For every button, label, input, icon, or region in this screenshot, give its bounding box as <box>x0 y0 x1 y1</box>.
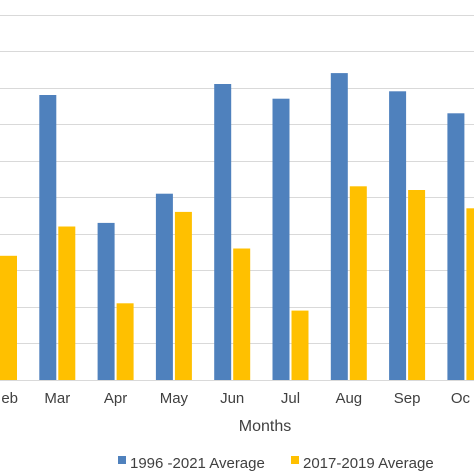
x-axis-title: Months <box>239 418 291 435</box>
legend-swatch-2017-2019 <box>291 456 299 464</box>
x-tick-label: eb <box>1 390 18 407</box>
bar-1996-2021-apr <box>97 222 115 380</box>
bar-2017-2019-mar <box>58 226 76 380</box>
bar-2017-2019-feb <box>0 255 17 380</box>
bar-2017-2019-apr <box>116 303 134 380</box>
x-tick-labels: eb Mar Apr May Jun Jul Aug Sep Oc <box>1 390 470 407</box>
x-tick-label: May <box>160 390 189 407</box>
legend-label-2017-2019: 2017-2019 Average <box>303 455 434 472</box>
x-tick-label: Mar <box>44 390 70 407</box>
bar-2017-2019-jul <box>291 310 309 380</box>
bar-2017-2019-oct <box>466 208 474 380</box>
bar-1996-2021-oct <box>447 113 465 381</box>
x-tick-label: Aug <box>335 390 362 407</box>
x-tick-label: Jun <box>220 390 244 407</box>
x-tick-label: Oc <box>451 390 471 407</box>
x-tick-label: Jul <box>281 390 300 407</box>
bar-1996-2021-sep <box>389 91 407 381</box>
legend-label-1996-2021: 1996 -2021 Average <box>130 455 265 472</box>
legend-swatch-1996-2021 <box>118 456 126 464</box>
bars <box>0 73 474 381</box>
bar-2017-2019-may <box>174 211 192 380</box>
bar-1996-2021-may <box>155 193 173 380</box>
bar-1996-2021-mar <box>39 95 57 380</box>
bar-1996-2021-aug <box>330 73 348 380</box>
bar-2017-2019-aug <box>349 186 367 380</box>
bar-2017-2019-jun <box>233 248 251 380</box>
legend: 1996 -2021 Average 2017-2019 Average <box>118 455 434 472</box>
bar-1996-2021-jun <box>214 84 232 380</box>
x-tick-label: Apr <box>104 390 127 407</box>
bar-2017-2019-sep <box>408 190 426 380</box>
x-tick-label: Sep <box>394 390 421 407</box>
gridlines <box>0 15 474 381</box>
bar-1996-2021-jul <box>272 98 290 380</box>
